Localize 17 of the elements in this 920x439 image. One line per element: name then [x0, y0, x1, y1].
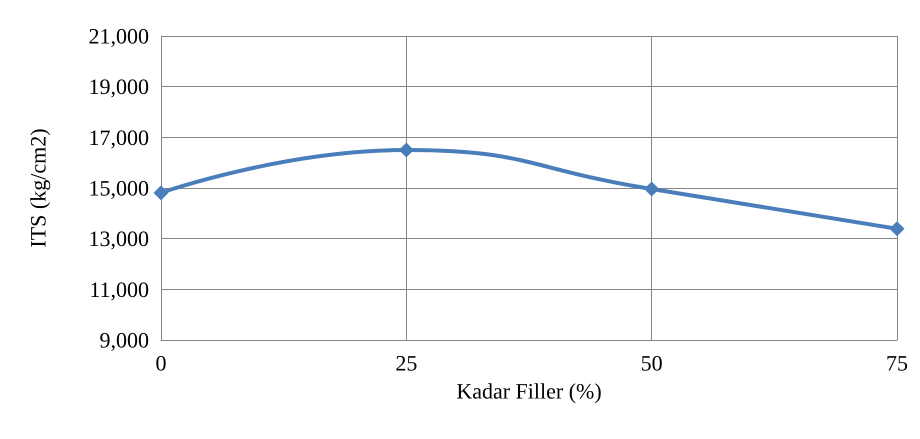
- y-tick-label: 13,000: [88, 226, 149, 252]
- x-tick-label: 25: [395, 350, 418, 376]
- y-tick-label: 9,000: [100, 328, 149, 352]
- y-tick-label: 11,000: [89, 276, 149, 302]
- y-tick-label: 21,000: [88, 24, 149, 48]
- x-tick-label: 75: [886, 350, 908, 376]
- y-tick-label: 15,000: [88, 176, 149, 200]
- x-tick-label: 50: [640, 350, 663, 376]
- point: [890, 221, 904, 236]
- y-axis-title: ITS (kg/cm2): [26, 128, 50, 248]
- x-axis-title: Kadar Filler (%): [456, 378, 602, 404]
- point: [154, 185, 168, 200]
- x-tick-label: 0: [156, 350, 166, 376]
- y-tick-label: 19,000: [88, 74, 149, 100]
- point: [398, 142, 414, 158]
- point: [644, 182, 660, 197]
- y-tick-label: 17,000: [88, 124, 149, 150]
